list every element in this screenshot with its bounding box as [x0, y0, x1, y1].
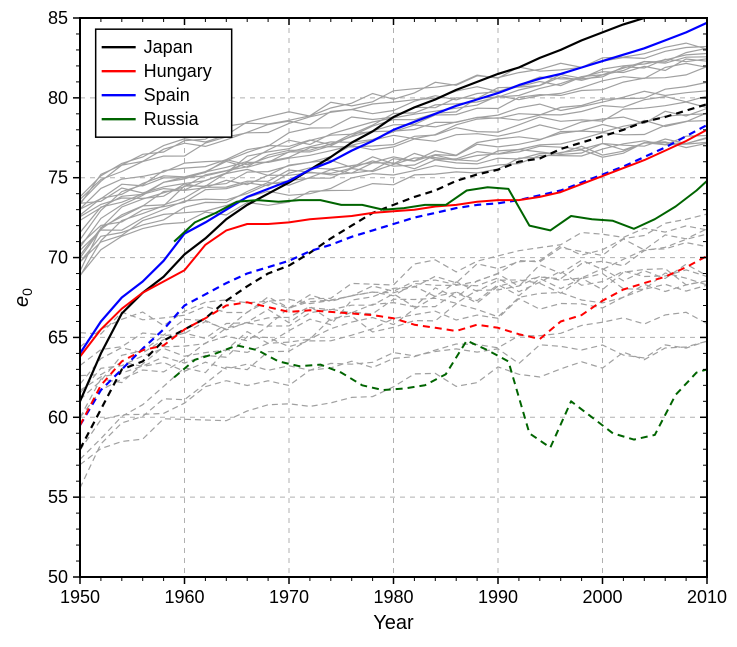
svg-text:1960: 1960	[164, 587, 204, 607]
svg-text:Hungary: Hungary	[144, 61, 212, 81]
svg-text:50: 50	[48, 567, 68, 587]
svg-text:60: 60	[48, 407, 68, 427]
svg-text:2010: 2010	[687, 587, 727, 607]
chart-svg: 1950 1960 1970 1980 1990 2000 2010 50 55 60 65 70 75…	[0, 0, 737, 647]
svg-text:85: 85	[48, 8, 68, 28]
svg-text:1970: 1970	[269, 587, 309, 607]
life-expectancy-chart: 1950 1960 1970 1980 1990 2000 2010 50 55 60 65 70 75…	[0, 0, 737, 647]
svg-text:75: 75	[48, 168, 68, 188]
svg-text:Japan: Japan	[144, 37, 193, 57]
svg-text:Spain: Spain	[144, 85, 190, 105]
svg-text:1950: 1950	[60, 587, 100, 607]
svg-text:55: 55	[48, 487, 68, 507]
svg-text:65: 65	[48, 327, 68, 347]
svg-text:Russia: Russia	[144, 109, 200, 129]
svg-text:70: 70	[48, 248, 68, 268]
svg-text:80: 80	[48, 88, 68, 108]
svg-text:1990: 1990	[478, 587, 518, 607]
svg-text:Year: Year	[373, 612, 414, 634]
svg-text:2000: 2000	[582, 587, 622, 607]
svg-text:1980: 1980	[373, 587, 413, 607]
